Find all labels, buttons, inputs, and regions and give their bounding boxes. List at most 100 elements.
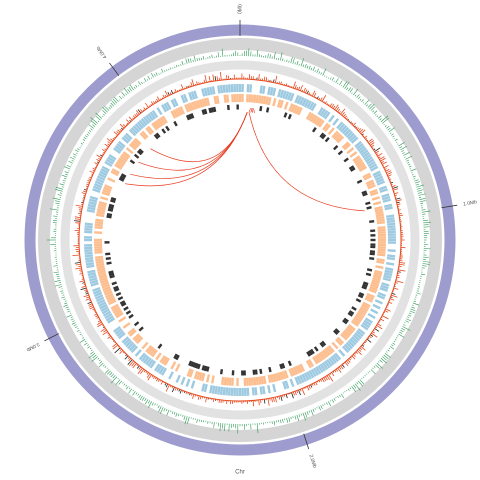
gene-track (201, 372, 206, 382)
coverage-track (81, 285, 86, 288)
gene-track (219, 85, 224, 94)
gene-track (117, 296, 124, 301)
coverage-track (395, 197, 401, 200)
gene-track (201, 383, 206, 392)
gene-track (355, 298, 362, 303)
coverage-track (366, 338, 372, 343)
gene-track (92, 185, 102, 191)
gene-track (140, 354, 148, 362)
gc-track (256, 423, 259, 434)
gene-track (138, 148, 144, 154)
coverage-track (393, 287, 399, 290)
gc-track (372, 367, 374, 370)
coverage-track (138, 366, 142, 370)
gc-track (308, 410, 311, 413)
gc-track (400, 329, 404, 333)
gc-track (423, 221, 431, 224)
gene-track (310, 102, 317, 112)
gene-track (294, 376, 300, 386)
gc-track (99, 361, 103, 364)
gene-track (279, 371, 284, 380)
gene-track (260, 376, 265, 385)
gc-track (123, 383, 126, 386)
gene-track (297, 364, 303, 373)
gc-track (55, 273, 60, 275)
gc-track (316, 68, 319, 73)
gene-track (348, 310, 355, 315)
gc-track (52, 197, 61, 200)
gc-track (304, 412, 308, 418)
gc-track (117, 377, 119, 380)
coverage-track (358, 348, 362, 352)
gene-track (371, 279, 380, 284)
gc-track (49, 208, 59, 211)
coverage-track (190, 82, 193, 87)
coverage-track (358, 128, 362, 132)
gene-track (313, 346, 319, 352)
gene-track (252, 369, 256, 375)
gene-track (377, 226, 386, 230)
gene-track (100, 196, 109, 201)
gene-track (203, 87, 208, 97)
gene-track (118, 316, 127, 323)
gene-track (96, 299, 106, 305)
coverage-track (78, 207, 83, 209)
gene-track (206, 87, 211, 96)
gene-track (377, 248, 386, 252)
gene-track (297, 107, 303, 116)
gene-track (123, 134, 131, 142)
gene-track (121, 136, 130, 144)
gene-track (121, 336, 130, 344)
gene-track (158, 366, 165, 375)
gc-track (53, 215, 58, 217)
gene-track (353, 316, 362, 323)
gc-track (79, 147, 81, 149)
gene-track (299, 96, 305, 106)
coverage-track (380, 157, 386, 162)
coverage-track (196, 81, 198, 85)
coverage-track (280, 395, 283, 401)
gene-track (106, 215, 112, 219)
gc-track (364, 99, 370, 105)
coverage-track (292, 391, 295, 396)
coverage-track (379, 156, 385, 160)
gc-track (151, 402, 154, 406)
gene-track (94, 180, 104, 186)
gene-track (182, 93, 189, 103)
gene-track (93, 291, 103, 298)
gene-track (380, 284, 389, 290)
gc-track (61, 186, 64, 188)
coverage-track (74, 262, 81, 264)
gc-track (419, 198, 426, 200)
gc-track (88, 130, 92, 133)
gene-track (276, 99, 282, 108)
gene-track (317, 107, 324, 116)
gene-track (170, 361, 177, 370)
coverage-track (374, 147, 381, 152)
gc-track (351, 386, 357, 393)
gene-track (101, 191, 110, 197)
gene-track (369, 219, 375, 224)
gene-track (87, 203, 97, 208)
tick-mark (44, 333, 59, 342)
coverage-track (81, 192, 86, 195)
coverage-track (380, 318, 385, 322)
gene-track (120, 302, 127, 307)
gene-track (360, 323, 369, 331)
gene-track (108, 203, 115, 208)
gene-track (381, 193, 390, 198)
gc-track (312, 408, 315, 413)
gc-track (70, 318, 74, 321)
gc-track (380, 115, 389, 122)
gc-track (166, 69, 168, 72)
gene-track (269, 87, 274, 96)
coverage-track (352, 122, 356, 126)
gene-track (98, 301, 107, 308)
coverage-track (78, 212, 82, 215)
gc-track (403, 152, 410, 156)
gc-track (97, 358, 100, 360)
gene-track (128, 313, 134, 319)
gene-track (96, 265, 105, 270)
link (124, 112, 248, 187)
gene-track (383, 274, 392, 279)
